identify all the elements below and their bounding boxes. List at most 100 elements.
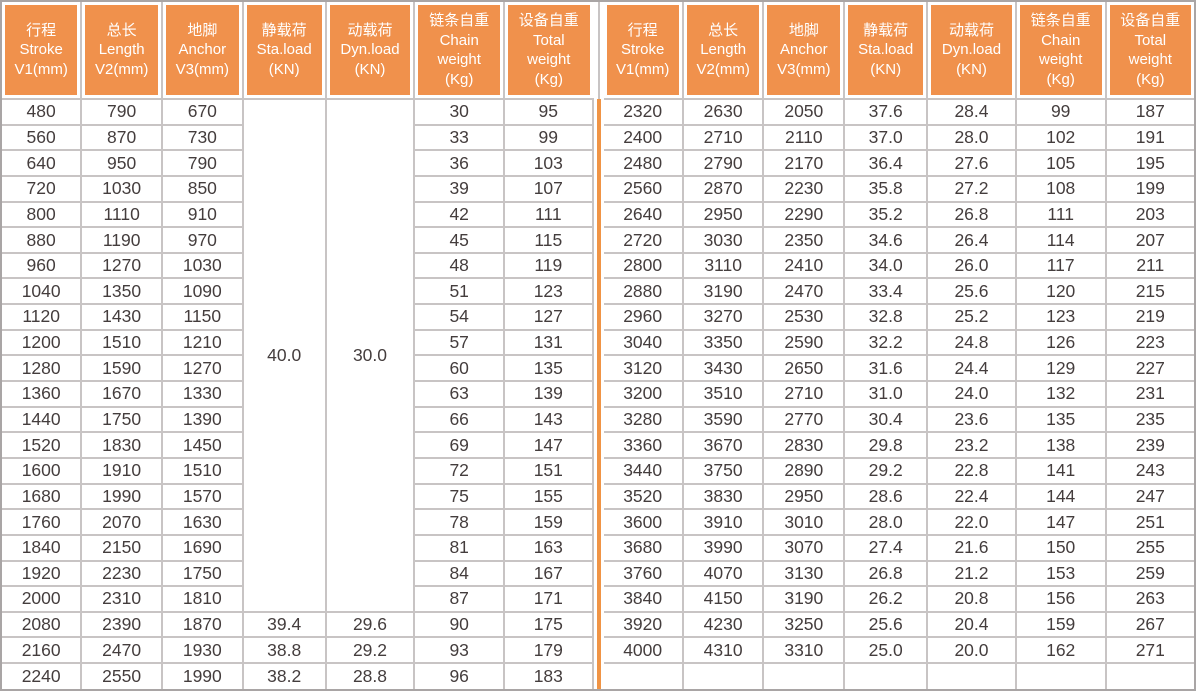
table-cell: 171 — [503, 585, 594, 613]
table-row: 1600 1910 1510 72 151 — [2, 456, 594, 485]
table-cell: 211 — [1104, 251, 1194, 280]
table-cell: 45 — [413, 226, 506, 254]
table-cell: 239 — [1104, 431, 1194, 459]
table-cell: 2640 — [603, 200, 684, 229]
empty-cell — [762, 662, 846, 689]
table-cell: 3360 — [603, 431, 684, 459]
table-cell: 119 — [503, 251, 594, 280]
table-cell: 84 — [413, 559, 506, 588]
table-row: 3040 3350 2590 32.2 24.8 126 223 — [603, 328, 1194, 357]
table-row: 4000 4310 3310 25.0 20.0 162 271 — [603, 636, 1194, 665]
table-cell: 730 — [160, 123, 244, 152]
table-row: 3520 3830 2950 28.6 22.4 144 247 — [603, 482, 1194, 511]
table-cell: 126 — [1014, 328, 1107, 357]
table-cell: 247 — [1104, 482, 1194, 511]
table-cell: 1930 — [160, 636, 244, 665]
table-row: 960 1270 1030 48 119 — [2, 251, 594, 280]
table-cell: 3130 — [762, 559, 846, 588]
table-cell: 1390 — [160, 405, 244, 434]
table-row: 1360 1670 1330 63 139 — [2, 380, 594, 408]
table-cell: 39.4 — [241, 610, 327, 639]
table-cell: 267 — [1104, 610, 1194, 639]
table-cell: 131 — [503, 328, 594, 357]
table-cell: 4000 — [603, 636, 684, 665]
column-header: 总长 Length V2(mm) — [681, 2, 765, 100]
table-row: 1920 2230 1750 84 167 — [2, 559, 594, 588]
table-cell: 24.8 — [926, 328, 1017, 357]
table-row: 3360 3670 2830 29.8 23.2 138 239 — [603, 431, 1194, 459]
empty-cell — [681, 662, 765, 689]
table-row: 1200 1510 1210 57 131 — [2, 328, 594, 357]
empty-table-row — [603, 662, 1194, 689]
table-cell: 33.4 — [843, 277, 929, 306]
table-row: 2960 3270 2530 32.8 25.2 123 219 — [603, 303, 1194, 331]
table-cell: 950 — [80, 149, 163, 177]
table-cell: 23.2 — [926, 431, 1017, 459]
table-cell: 243 — [1104, 456, 1194, 485]
table-cell: 1590 — [80, 354, 163, 383]
table-cell: 99 — [503, 123, 594, 152]
table-cell: 51 — [413, 277, 506, 306]
table-cell: 31.0 — [843, 380, 929, 408]
table-cell: 153 — [1014, 559, 1107, 588]
table-cell: 2830 — [762, 431, 846, 459]
table-cell: 640 — [2, 149, 83, 177]
table-cell: 175 — [503, 610, 594, 639]
table-cell: 720 — [2, 174, 83, 203]
table-cell: 2230 — [80, 559, 163, 588]
table-cell: 147 — [503, 431, 594, 459]
divider-orange-line — [593, 99, 604, 689]
table-cell: 2630 — [681, 98, 765, 126]
table-cell: 114 — [1014, 226, 1107, 254]
table-cell: 111 — [503, 200, 594, 229]
table-cell: 2170 — [762, 149, 846, 177]
table-cell: 1190 — [80, 226, 163, 254]
table-cell: 32.2 — [843, 328, 929, 357]
table-cell: 141 — [1014, 456, 1107, 485]
table-cell: 1910 — [80, 456, 163, 485]
table-cell: 880 — [2, 226, 83, 254]
table-row: 1520 1830 1450 69 147 — [2, 431, 594, 459]
table-cell: 28.0 — [926, 123, 1017, 152]
table-cell: 151 — [503, 456, 594, 485]
table-cell: 1810 — [160, 585, 244, 613]
table-cell: 271 — [1104, 636, 1194, 665]
empty-cell — [843, 662, 929, 689]
table-cell: 1670 — [80, 380, 163, 408]
table-cell: 4150 — [681, 585, 765, 613]
table-row: 3680 3990 3070 27.4 21.6 150 255 — [603, 533, 1194, 562]
table-cell: 69 — [413, 431, 506, 459]
table-cell: 1350 — [80, 277, 163, 306]
table-cell: 23.6 — [926, 405, 1017, 434]
table-cell: 1510 — [80, 328, 163, 357]
table-cell: 3600 — [603, 508, 684, 536]
table-row: 3200 3510 2710 31.0 24.0 132 231 — [603, 380, 1194, 408]
table-cell: 39 — [413, 174, 506, 203]
table-cell: 159 — [1014, 610, 1107, 639]
table-cell: 3070 — [762, 533, 846, 562]
table-cell: 670 — [160, 98, 244, 126]
divider-header-line — [593, 2, 604, 99]
table-row: 2560 2870 2230 35.8 27.2 108 199 — [603, 174, 1194, 203]
table-cell: 2710 — [681, 123, 765, 152]
table-row: 2320 2630 2050 37.6 28.4 99 187 — [603, 98, 1194, 126]
left-header-row: 行程 Stroke V1(mm) 总长 Length V2(mm) 地脚 Ancho… — [2, 2, 593, 100]
table-cell: 2310 — [80, 585, 163, 613]
table-cell: 800 — [2, 200, 83, 229]
table-cell: 910 — [160, 200, 244, 229]
table-cell: 35.2 — [843, 200, 929, 229]
table-cell: 29.6 — [324, 610, 416, 639]
table-cell: 2880 — [603, 277, 684, 306]
table-cell: 3680 — [603, 533, 684, 562]
table-cell: 4230 — [681, 610, 765, 639]
table-cell: 29.2 — [324, 636, 416, 665]
table-cell: 179 — [503, 636, 594, 665]
table-cell: 28.0 — [843, 508, 929, 536]
table-cell: 1030 — [80, 174, 163, 203]
table-cell: 1150 — [160, 303, 244, 331]
table-cell: 38.2 — [241, 662, 327, 689]
table-cell: 1990 — [160, 662, 244, 689]
table-cell: 231 — [1104, 380, 1194, 408]
column-header: 静载荷 Sta.load (KN) — [843, 2, 929, 100]
table-cell: 1760 — [2, 508, 83, 536]
